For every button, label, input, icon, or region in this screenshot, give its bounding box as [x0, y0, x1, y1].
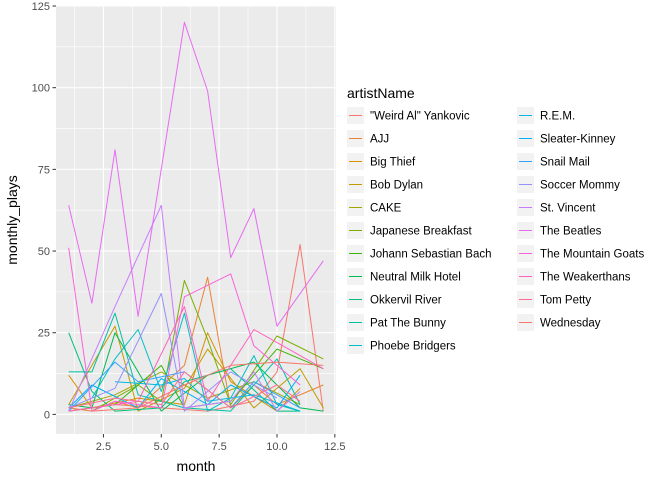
- x-tick-label: 7.5: [211, 441, 226, 453]
- x-axis-title: month: [177, 458, 216, 474]
- y-axis-title: monthly_plays: [4, 175, 20, 265]
- legend-label: Soccer Mommy: [540, 180, 620, 192]
- legend-label: The Weakerthans: [540, 272, 631, 284]
- series-line: [68, 21, 324, 327]
- legend-label: Tom Petty: [540, 295, 591, 307]
- legend-label: AJJ: [370, 134, 389, 146]
- series-line: [68, 371, 301, 409]
- series-line: [91, 361, 324, 412]
- series-line: [68, 204, 301, 412]
- series-line: [68, 374, 301, 409]
- y-tick-label: 0: [44, 409, 50, 421]
- x-axis: 2.5 5.0 7.5 10.0 12.5: [96, 434, 346, 453]
- x-tick-label: 5.0: [154, 441, 169, 453]
- legend-label: Neutral Milk Hotel: [370, 272, 461, 284]
- legend-label: R.E.M.: [540, 111, 575, 123]
- legend-label: "Weird Al" Yankovic: [370, 111, 470, 123]
- legend-label: Okkervil River: [370, 295, 442, 307]
- legend-label: The Mountain Goats: [540, 249, 644, 261]
- legend-label: Pat The Bunny: [370, 318, 446, 330]
- series-line: [91, 312, 301, 412]
- series-line: [68, 312, 301, 412]
- series-line: [68, 247, 301, 412]
- legend-label: St. Vincent: [540, 203, 596, 215]
- legend-label: Wednesday: [540, 318, 601, 330]
- x-tick-label: 12.5: [324, 441, 345, 453]
- y-axis: 0 25 50 75 100 125: [32, 1, 56, 421]
- legend-label: Japanese Breakfast: [370, 226, 472, 238]
- y-tick-label: 75: [38, 164, 50, 176]
- x-tick-label: 2.5: [96, 441, 111, 453]
- grid-major: [56, 5, 336, 434]
- y-tick-label: 50: [38, 246, 50, 258]
- series-line: [91, 279, 324, 412]
- y-tick-label: 125: [32, 1, 50, 13]
- legend-label: The Beatles: [540, 226, 602, 238]
- x-tick-label: 10.0: [266, 441, 287, 453]
- legend-label: Bob Dylan: [370, 180, 423, 192]
- legend-label: Phoebe Bridgers: [370, 341, 456, 353]
- y-tick-label: 25: [38, 328, 50, 340]
- series-line: [114, 378, 301, 412]
- legend-title: artistName: [347, 85, 415, 101]
- legend-label: Big Thief: [370, 157, 416, 169]
- legend-label: CAKE: [370, 203, 402, 215]
- series-lines: [68, 21, 324, 412]
- y-tick-label: 100: [32, 83, 50, 95]
- legend-label: Sleater-Kinney: [540, 134, 616, 146]
- legend: artistName "Weird Al" Yankovic AJJ Big Thi…: [347, 85, 644, 354]
- series-line: [68, 325, 324, 412]
- legend-label: Snail Mail: [540, 157, 590, 169]
- legend-label: Johann Sebastian Bach: [370, 249, 491, 261]
